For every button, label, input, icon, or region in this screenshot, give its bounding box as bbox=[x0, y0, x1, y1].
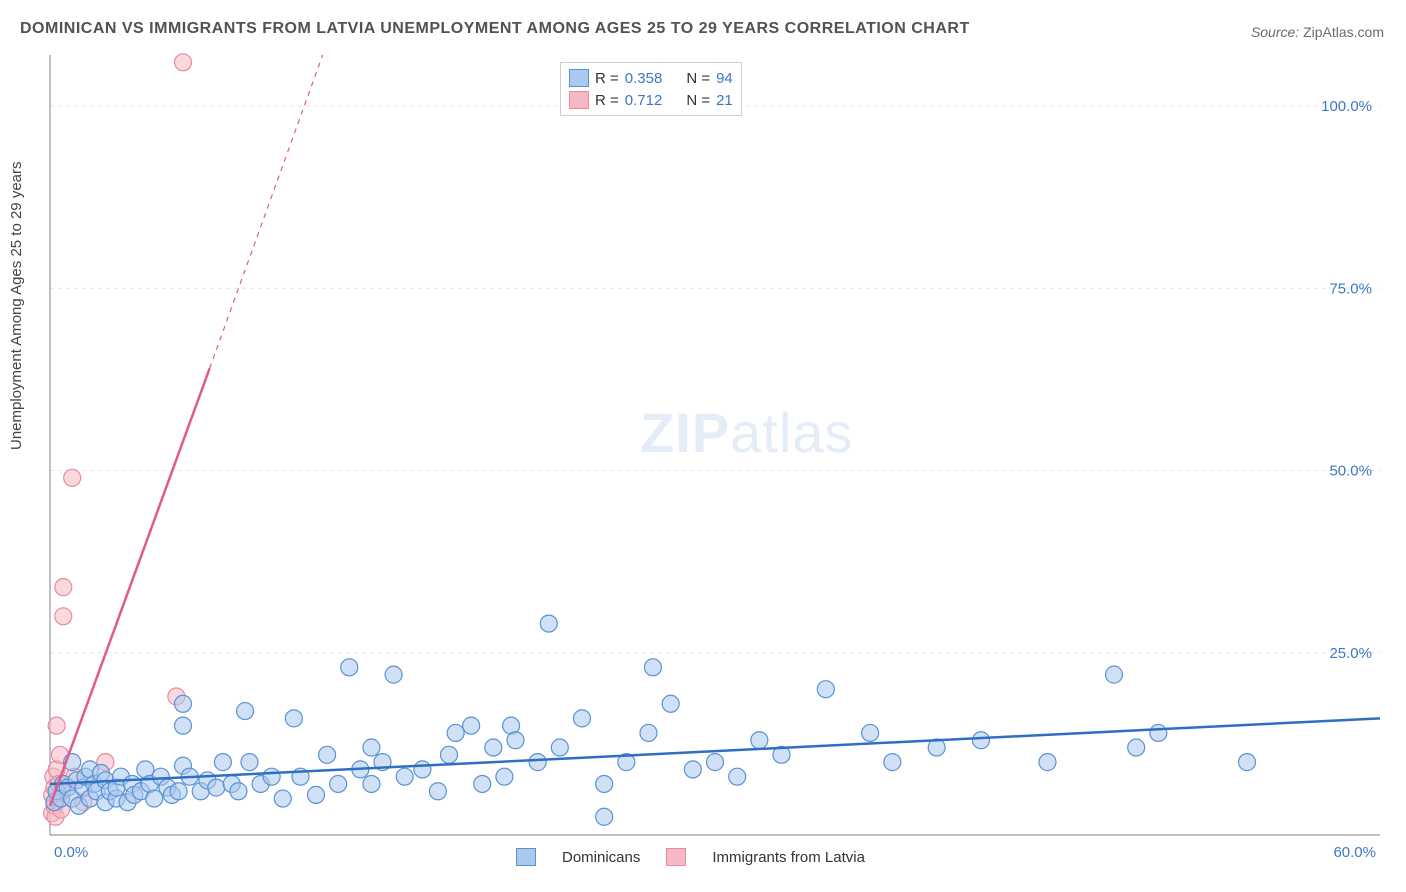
legend-row-b: R = 0.712 N = 21 bbox=[569, 89, 733, 111]
n-label: N = bbox=[686, 92, 710, 109]
r-label: R = bbox=[595, 70, 619, 87]
svg-text:25.0%: 25.0% bbox=[1329, 645, 1372, 662]
r-value-a: 0.358 bbox=[625, 70, 663, 87]
swatch-latvia bbox=[666, 848, 686, 866]
series-a-name: Dominicans bbox=[562, 849, 640, 866]
series-b-name: Immigrants from Latvia bbox=[712, 849, 865, 866]
series-legend: Dominicans Immigrants from Latvia bbox=[516, 848, 865, 866]
svg-text:100.0%: 100.0% bbox=[1321, 98, 1372, 115]
n-value-a: 94 bbox=[716, 70, 733, 87]
scatter-chart: 25.0% 50.0% 75.0% 100.0% 0.0% 60.0% bbox=[0, 0, 1406, 892]
svg-text:75.0%: 75.0% bbox=[1329, 280, 1372, 297]
svg-text:50.0%: 50.0% bbox=[1329, 463, 1372, 480]
r-value-b: 0.712 bbox=[625, 92, 663, 109]
r-label: R = bbox=[595, 92, 619, 109]
svg-text:60.0%: 60.0% bbox=[1333, 844, 1376, 861]
swatch-latvia bbox=[569, 91, 589, 109]
n-value-b: 21 bbox=[716, 92, 733, 109]
legend-row-a: R = 0.358 N = 94 bbox=[569, 67, 733, 89]
n-label: N = bbox=[686, 70, 710, 87]
swatch-dominicans bbox=[569, 69, 589, 87]
correlation-legend: R = 0.358 N = 94 R = 0.712 N = 21 bbox=[560, 62, 742, 116]
svg-text:0.0%: 0.0% bbox=[54, 844, 88, 861]
swatch-dominicans bbox=[516, 848, 536, 866]
